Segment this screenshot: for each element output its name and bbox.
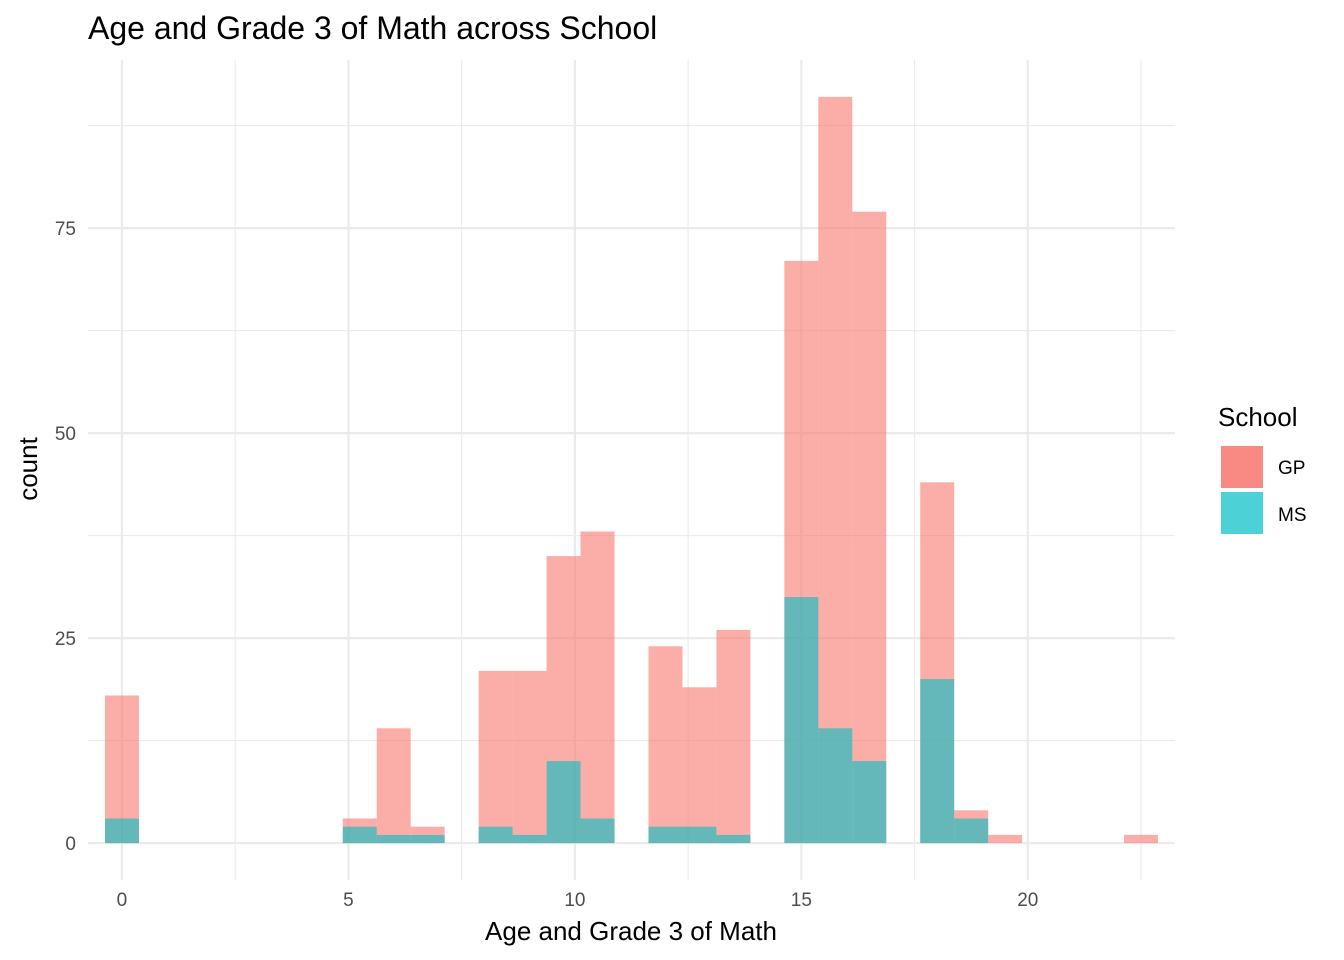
x-tick-label: 20 bbox=[1017, 890, 1038, 911]
bar-ms bbox=[818, 728, 853, 844]
y-tick-labels: 0 25 50 75 bbox=[55, 219, 76, 855]
x-tick-label: 10 bbox=[564, 890, 585, 911]
legend-label-gp: GP bbox=[1278, 458, 1305, 479]
bar-ms bbox=[342, 826, 377, 844]
legend-swatch-gp bbox=[1221, 446, 1263, 488]
y-tick-label: 25 bbox=[55, 629, 76, 650]
bar-gp bbox=[682, 687, 717, 844]
bar-ms bbox=[920, 679, 955, 844]
bars bbox=[104, 96, 1159, 844]
x-tick-labels: 0 5 10 15 20 bbox=[117, 890, 1039, 911]
legend-label-ms: MS bbox=[1278, 505, 1307, 526]
bar-gp bbox=[852, 211, 887, 844]
bar-gp bbox=[1124, 834, 1159, 844]
bar-ms bbox=[852, 761, 887, 844]
bar-ms bbox=[716, 834, 751, 844]
y-axis-title: count bbox=[13, 436, 43, 500]
chart-title: Age and Grade 3 of Math across School bbox=[88, 10, 657, 46]
bar-ms bbox=[954, 818, 989, 844]
bar-ms bbox=[546, 761, 581, 844]
x-axis-title: Age and Grade 3 of Math bbox=[485, 916, 777, 946]
legend: School GP MS bbox=[1218, 402, 1307, 534]
y-tick-label: 0 bbox=[65, 834, 76, 855]
bar-ms bbox=[512, 834, 547, 844]
x-tick-label: 15 bbox=[791, 890, 812, 911]
bar-ms bbox=[376, 834, 411, 844]
x-tick-label: 0 bbox=[117, 890, 128, 911]
bar-ms bbox=[478, 826, 513, 844]
bar-ms bbox=[410, 834, 445, 844]
bar-ms bbox=[682, 826, 717, 844]
bar-gp bbox=[580, 531, 615, 844]
legend-title: School bbox=[1218, 402, 1298, 432]
grid-lines bbox=[88, 60, 1175, 880]
bar-gp bbox=[376, 728, 411, 844]
bar-gp bbox=[818, 96, 853, 844]
y-tick-label: 50 bbox=[55, 424, 76, 445]
bar-ms bbox=[648, 826, 683, 844]
legend-swatch-ms bbox=[1221, 492, 1263, 534]
bar-gp bbox=[478, 670, 513, 844]
bar-ms bbox=[784, 597, 819, 844]
bar-ms bbox=[104, 818, 139, 844]
bar-gp bbox=[648, 646, 683, 844]
x-tick-label: 5 bbox=[343, 890, 354, 911]
y-tick-label: 75 bbox=[55, 219, 76, 240]
bar-gp bbox=[716, 629, 751, 844]
bar-gp bbox=[512, 670, 547, 844]
bar-ms bbox=[580, 818, 615, 844]
bar-gp bbox=[988, 834, 1023, 844]
